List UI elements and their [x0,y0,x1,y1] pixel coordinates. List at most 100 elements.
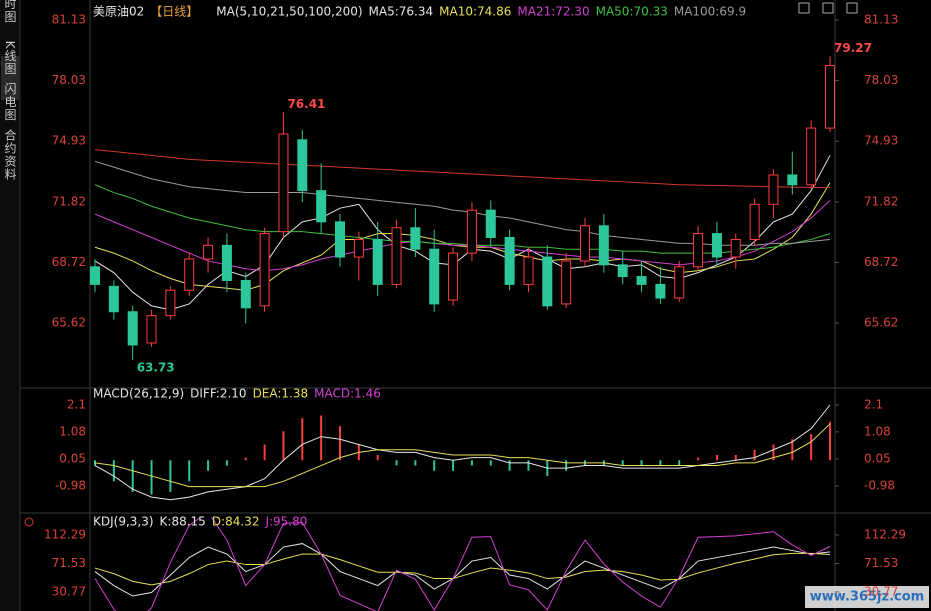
candle-body [410,227,421,250]
series-line [94,552,831,586]
window-icons[interactable] [798,2,858,14]
candle-body [636,276,647,285]
series-line [94,182,831,291]
series-line [94,404,831,501]
candle-body [806,127,817,186]
candle-body [448,252,459,301]
period: 【日线】 [150,5,198,19]
series-line [94,184,831,254]
chart-title: KDJ(9,3,3) [93,515,154,529]
candle-body [165,289,176,317]
candle-body [127,311,138,346]
y-tick-label: 112.29 [44,527,86,541]
y-tick-label: 1.08 [59,424,86,438]
y-tick-label: 68.72 [52,255,86,269]
icon[interactable] [798,2,810,14]
legend-entry: MA10:74.86 [439,5,511,19]
candle-body [768,174,779,205]
candle-body [278,133,289,233]
y-tick-label-right: 68.72 [864,255,898,269]
candle-body [655,283,666,299]
candle-body [203,244,214,260]
series-line [94,517,831,611]
candle-body [504,236,515,285]
y-tick-label-right: 71.53 [864,556,898,570]
candle-body [523,256,534,285]
candle-body [429,248,440,305]
y-tick-label-right: 112.29 [864,527,906,541]
legend-entry: MA100:69.9 [674,5,746,19]
legend-entry: J:95.80 [264,515,307,529]
sidebar-tab[interactable]: 分时图 [3,0,17,24]
low-label: 63.73 [137,360,175,374]
candle-body [674,266,685,299]
icon[interactable] [822,2,834,14]
y-tick-label-right: 1.08 [864,424,891,438]
y-tick-label: 74.93 [52,134,86,148]
icon[interactable] [846,2,858,14]
chart-title: 美原油02 [93,5,144,19]
y-tick-label: 0.05 [59,451,86,465]
series-line [94,160,831,246]
candle-body [466,209,477,254]
y-tick-label: 78.03 [52,73,86,87]
y-tick-label: 71.82 [52,194,86,208]
candle-body [711,233,722,258]
active-tab [1,56,19,100]
y-tick-label: 81.13 [52,13,86,27]
y-tick-label-right: 71.82 [864,194,898,208]
candle-body [825,65,835,129]
y-tick-label-right: 74.93 [864,134,898,148]
candle-body [749,203,760,240]
candle-body [693,233,704,268]
candle-body [259,233,270,307]
legend-entry: MA50:70.33 [596,5,668,19]
candle-body [485,209,496,238]
candle-body [297,139,308,192]
candle-body [90,266,100,285]
candle-body [221,244,232,281]
sidebar-tab[interactable]: K线图 [3,41,17,76]
chart-title: MACD(26,12,9) [93,387,184,401]
y-tick-label-right: 2.1 [864,398,883,412]
series-line [94,543,831,597]
legend-entry: MACD:1.46 [314,387,381,401]
candle-body [580,225,590,262]
candle-body [542,256,553,307]
legend-entry: DEA:1.38 [253,387,309,401]
y-tick-label-right: 78.03 [864,73,898,87]
panel [90,56,835,360]
series-line [94,423,831,488]
subtitle: MA(5,10,21,50,100,200) [216,5,362,19]
watermark: www.365jz.com [810,590,924,605]
y-tick-label: 30.77 [52,584,86,598]
candle-body [391,227,402,285]
candle-body [146,315,157,344]
y-tick-label-right: 0.05 [864,451,891,465]
sidebar [0,0,20,611]
panel [94,517,831,611]
candle-body [372,238,383,285]
sidebar-tab[interactable]: 闪电图 [3,82,17,121]
candle-body [108,285,119,313]
candle-body [730,238,741,258]
legend-entry: DIFF:2.10 [190,387,246,401]
candle-body [335,221,345,258]
indicator-icon[interactable] [24,517,34,527]
high-label: 76.41 [287,97,325,111]
candle-body [598,225,609,266]
candle-body [316,190,327,223]
legend-entry: MA21:72.30 [517,5,589,19]
sidebar-tab[interactable]: 合约资料 [3,128,17,181]
candle-body [617,264,628,278]
y-tick-label-right: 30.77 [864,584,898,598]
candle-body [353,238,364,258]
legend-entry: D:84.32 [212,515,260,529]
panel [94,404,831,501]
y-tick-label-right: 65.62 [864,316,898,330]
candle-body [561,260,572,305]
candle-body [240,279,251,309]
